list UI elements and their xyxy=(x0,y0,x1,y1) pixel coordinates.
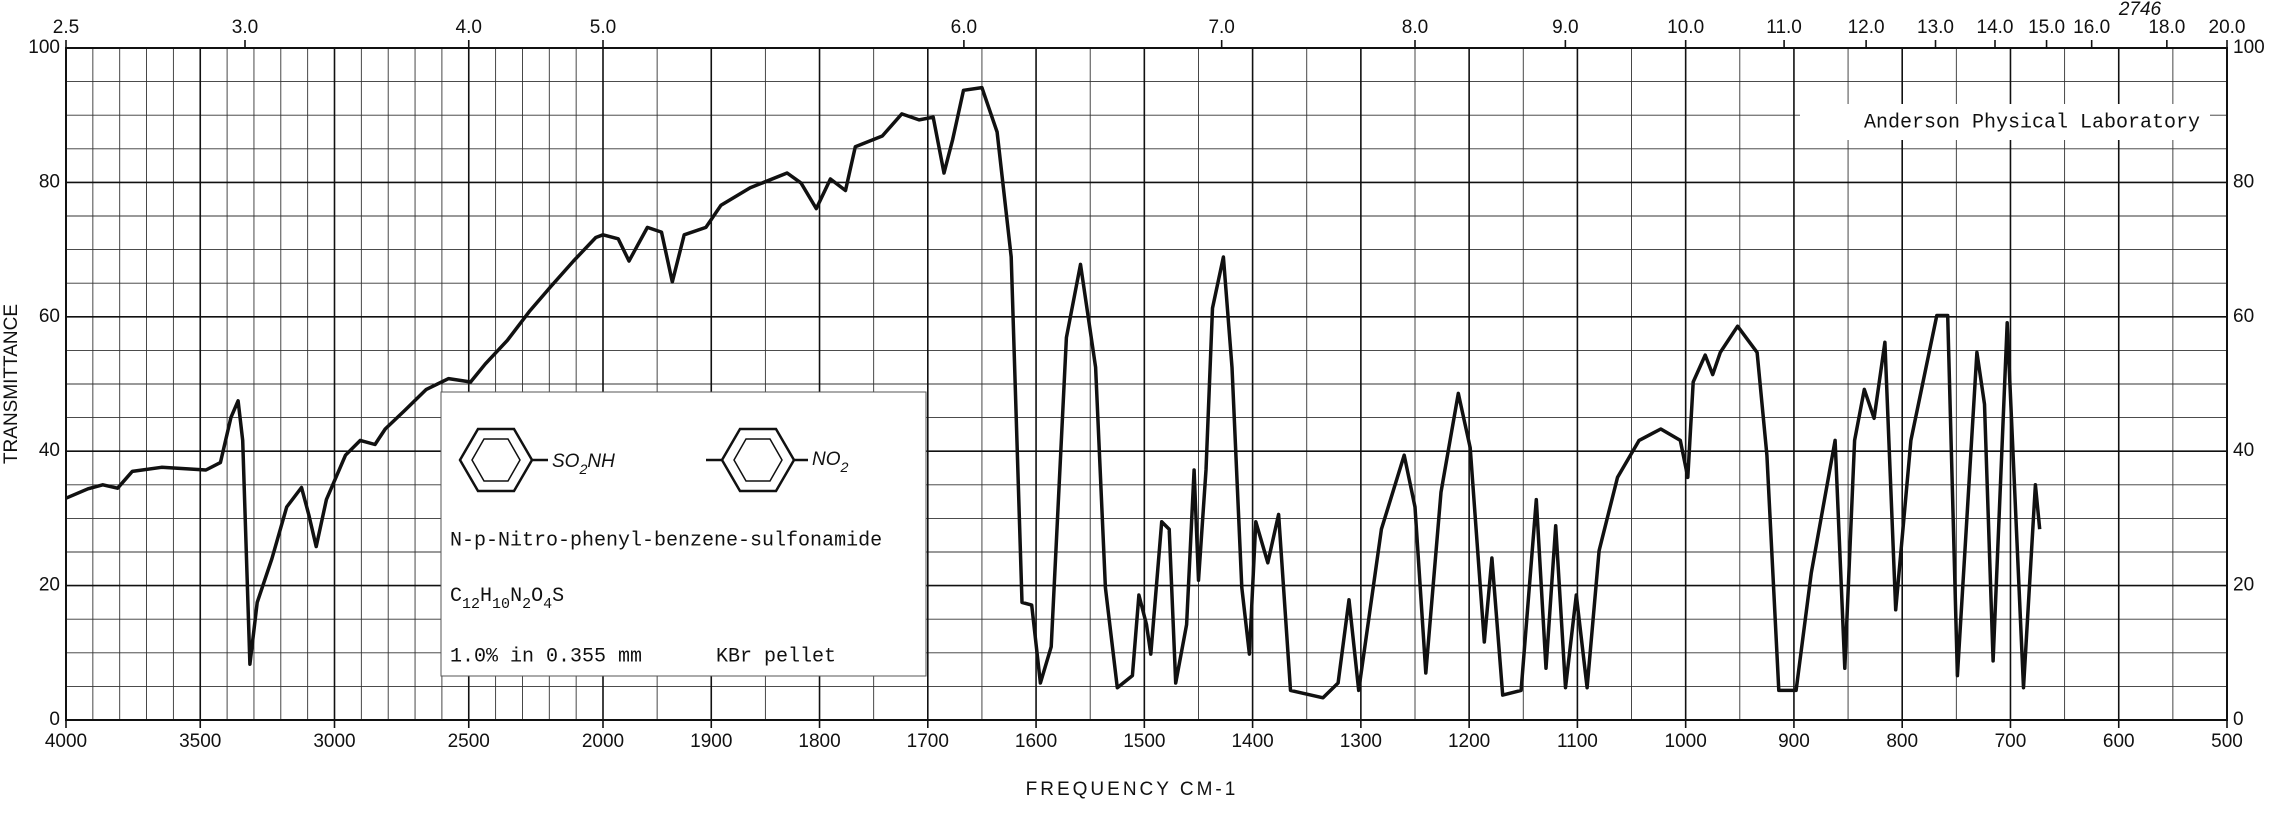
x-tick-label: 1300 xyxy=(1340,731,1382,752)
x2-tick-label: 2.5 xyxy=(53,17,79,38)
y-tick-label-right: 20 xyxy=(2233,575,2254,596)
x-axis-label: FREQUENCY CM-1 xyxy=(1026,779,1239,800)
x2-tick-label: 14.0 xyxy=(1977,17,2014,38)
y-tick-label-right: 80 xyxy=(2233,171,2254,192)
sheet-number: 2746 xyxy=(2118,0,2162,20)
x2-tick-label: 3.0 xyxy=(232,17,258,38)
x-tick-label: 600 xyxy=(2103,731,2135,752)
annotation-box xyxy=(1800,104,2210,140)
annotation: Anderson Physical Laboratory xyxy=(1864,111,2200,134)
compound-name: N-p-Nitro-phenyl-benzene-sulfonamide xyxy=(450,529,882,552)
x-tick-label: 900 xyxy=(1778,731,1810,752)
x2-tick-label: 20.0 xyxy=(2209,17,2246,38)
plot-frame xyxy=(65,47,2228,721)
sample-box: SO2NH NO2 N-p-Nitro-phenyl-benzene-sulfo… xyxy=(440,391,927,677)
x-tick-label: 1600 xyxy=(1015,731,1057,752)
y-tick-label: 80 xyxy=(39,171,60,192)
y-tick-label: 40 xyxy=(39,440,60,461)
x-tick-label: 1500 xyxy=(1123,731,1165,752)
y-tick-label-right: 0 xyxy=(2233,709,2244,730)
plot xyxy=(65,85,2042,700)
x-tick-label: 1000 xyxy=(1665,731,1707,752)
y-axis-label: TRANSMITTANCE xyxy=(1,304,22,464)
x-tick-label: 1200 xyxy=(1448,731,1490,752)
x2-tick-label: 13.0 xyxy=(1917,17,1954,38)
x-tick-label: 1700 xyxy=(907,731,949,752)
benzene-ring-inner xyxy=(471,438,521,482)
x2-tick-label: 5.0 xyxy=(590,17,616,38)
spectrum-line xyxy=(65,85,2042,700)
structure-group: SO2NH xyxy=(552,451,615,478)
x-tick-label: 1400 xyxy=(1231,731,1273,752)
y-tick-label: 100 xyxy=(28,37,60,58)
x-tick-label: 500 xyxy=(2211,731,2243,752)
x2-tick-label: 8.0 xyxy=(1402,17,1428,38)
x-tick-label: 2500 xyxy=(448,731,490,752)
axes: 0 0 20 20 40 40 60 60 80 80 100 100 4000 3500 3000 2500… xyxy=(28,17,2264,752)
x2-tick-label: 6.0 xyxy=(951,17,977,38)
x2-tick-label: 15.0 xyxy=(2028,17,2065,38)
x2-tick-label: 4.0 xyxy=(456,17,482,38)
x-tick-label: 700 xyxy=(1995,731,2027,752)
medium: KBr pellet xyxy=(716,645,836,668)
x-tick-label: 2000 xyxy=(582,731,624,752)
conditions: 1.0% in 0.355 mm xyxy=(450,645,642,668)
x-tick-label: 800 xyxy=(1886,731,1918,752)
x2-tick-label: 11.0 xyxy=(1766,17,1802,38)
x-tick-label: 4000 xyxy=(45,731,87,752)
x2-tick-label: 18.0 xyxy=(2148,17,2185,38)
y-tick-label-right: 100 xyxy=(2233,37,2265,58)
benzene-ring-inner xyxy=(733,438,783,482)
x2-tick-label: 10.0 xyxy=(1667,17,1704,38)
x-tick-label: 3000 xyxy=(313,731,355,752)
y-tick-label: 20 xyxy=(39,575,60,596)
x2-tick-label: 7.0 xyxy=(1208,17,1234,38)
y-tick-label: 0 xyxy=(49,709,60,730)
x2-tick-label: 9.0 xyxy=(1552,17,1578,38)
formula: C12H10N2O4S xyxy=(450,585,564,613)
sample-panel xyxy=(440,391,927,677)
x2-tick-label: 12.0 xyxy=(1848,17,1885,38)
structure-substituent: NO2 xyxy=(812,449,849,476)
x-tick-label: 3500 xyxy=(179,731,221,752)
x-tick-label: 1800 xyxy=(798,731,840,752)
x-tick-label: 1900 xyxy=(690,731,732,752)
y-tick-label: 60 xyxy=(39,306,60,327)
x-tick-label: 1100 xyxy=(1557,731,1598,752)
x2-tick-label: 16.0 xyxy=(2073,17,2110,38)
y-tick-label-right: 40 xyxy=(2233,440,2254,461)
y-tick-label-right: 60 xyxy=(2233,306,2254,327)
